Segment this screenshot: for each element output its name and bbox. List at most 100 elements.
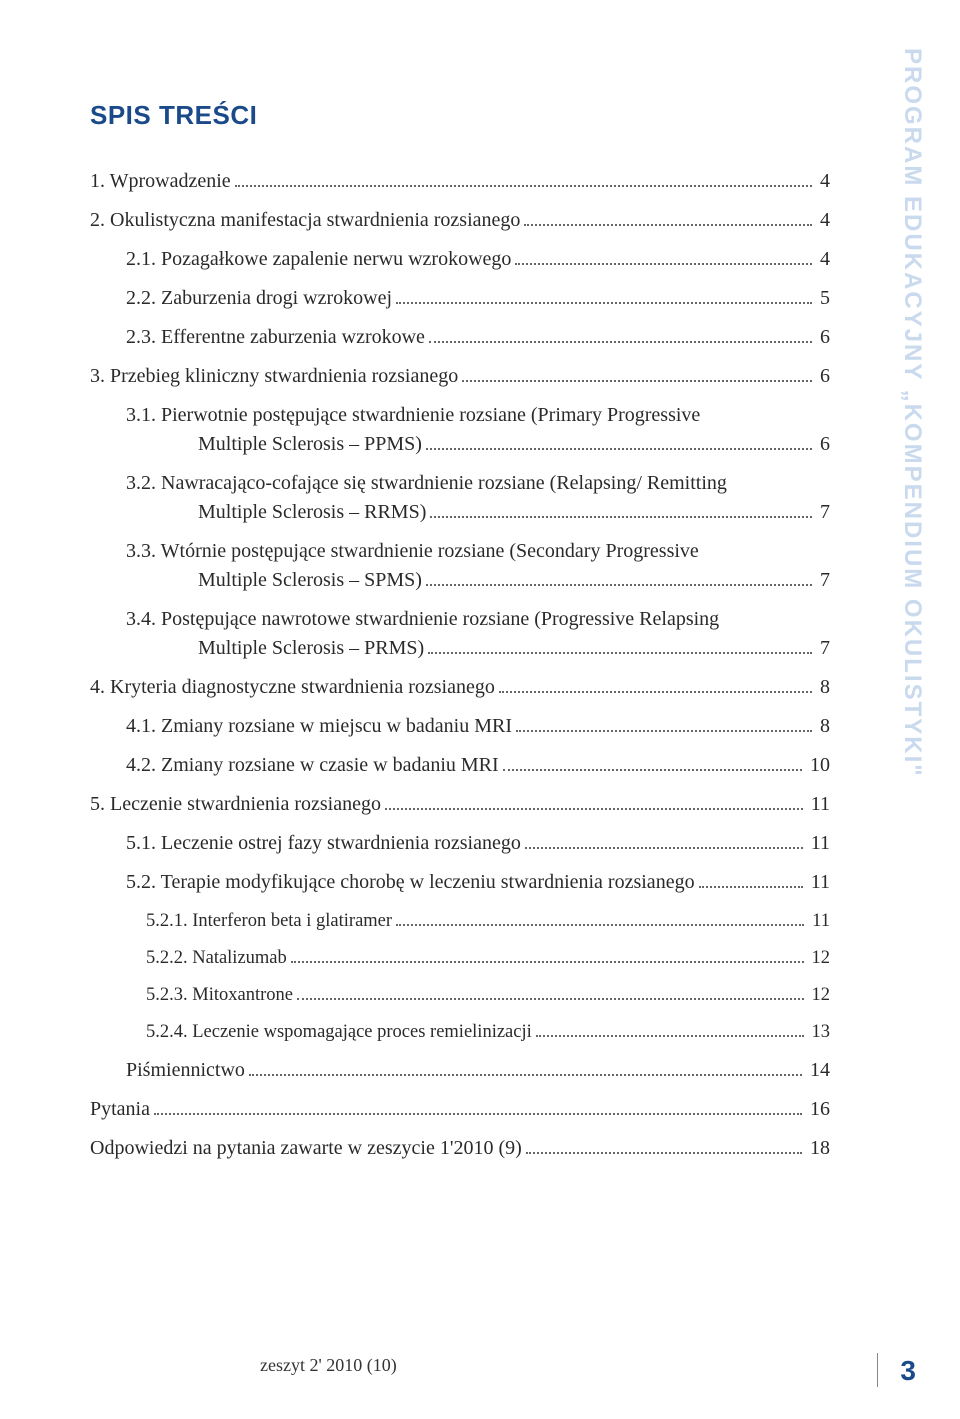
toc-leader	[430, 498, 812, 518]
toc-label: Pytania	[90, 1095, 150, 1124]
toc-entry: 3.3. Wtórnie postępujące stwardnienie ro…	[90, 537, 830, 595]
toc-label: 2.2. Zaburzenia drogi wzrokowej	[126, 284, 392, 313]
toc-entry: 2. Okulistyczna manifestacja stwardnieni…	[90, 206, 830, 235]
toc-page-number: 7	[816, 634, 830, 663]
toc-leader	[396, 284, 812, 304]
toc-entry: 5.2.1. Interferon beta i glatiramer11	[90, 907, 830, 934]
toc-leader	[426, 430, 812, 450]
toc-page-number: 11	[807, 829, 830, 858]
footer-page-number: 3	[900, 1355, 916, 1387]
toc-list: 1. Wprowadzenie42. Okulistyczna manifest…	[90, 167, 830, 1163]
toc-label: 4.1. Zmiany rozsiane w miejscu w badaniu…	[126, 712, 512, 741]
toc-label-line1: 3.1. Pierwotnie postępujące stwardnienie…	[126, 401, 830, 430]
toc-leader	[524, 206, 812, 226]
toc-label: 5.2.2. Natalizumab	[146, 945, 287, 972]
toc-leader	[499, 673, 812, 693]
toc-entry: 4.2. Zmiany rozsiane w czasie w badaniu …	[90, 751, 830, 780]
toc-entry: 4. Kryteria diagnostyczne stwardnienia r…	[90, 673, 830, 702]
toc-label: 4.2. Zmiany rozsiane w czasie w badaniu …	[126, 751, 499, 780]
toc-label: 4. Kryteria diagnostyczne stwardnienia r…	[90, 673, 495, 702]
toc-entry: 3.1. Pierwotnie postępujące stwardnienie…	[90, 401, 830, 459]
toc-leader	[291, 944, 804, 963]
toc-label: 3. Przebieg kliniczny stwardnienia rozsi…	[90, 362, 458, 391]
toc-label-line2: Multiple Sclerosis – PRMS)	[198, 634, 424, 663]
toc-leader	[249, 1056, 802, 1076]
toc-label-line2-row: Multiple Sclerosis – RRMS) 7	[126, 498, 830, 527]
toc-entry: Pytania 16	[90, 1095, 830, 1124]
toc-label: Odpowiedzi na pytania zawarte w zeszycie…	[90, 1134, 522, 1163]
toc-entry: 4.1. Zmiany rozsiane w miejscu w badaniu…	[90, 712, 830, 741]
toc-page-number: 14	[806, 1056, 830, 1085]
toc-leader	[462, 362, 812, 382]
toc-leader	[385, 790, 803, 810]
toc-page-number: 11	[807, 868, 830, 897]
toc-label: 5.2.3. Mitoxantrone	[146, 982, 293, 1009]
toc-label-line2: Multiple Sclerosis – SPMS)	[198, 566, 422, 595]
toc-entry: Piśmiennictwo 14	[90, 1056, 830, 1085]
toc-page-number: 4	[816, 206, 830, 235]
toc-entry: 3.2. Nawracająco-cofające się stwardnien…	[90, 469, 830, 527]
toc-container: SPIS TREŚCI 1. Wprowadzenie42. Okulistyc…	[90, 100, 830, 1163]
toc-page-number: 8	[816, 673, 830, 702]
toc-page-number: 18	[806, 1134, 830, 1163]
toc-label-line2-row: Multiple Sclerosis – PPMS) 6	[126, 430, 830, 459]
toc-label: 5.2.1. Interferon beta i glatiramer	[146, 908, 392, 935]
toc-leader	[526, 1134, 802, 1154]
toc-label-line1: 3.2. Nawracająco-cofające się stwardnien…	[126, 469, 830, 498]
toc-leader	[516, 712, 812, 732]
side-vertical-label: PROGRAM EDUKACYJNY „KOMPENDIUM OKULISTYK…	[898, 48, 926, 778]
toc-leader	[515, 245, 812, 265]
toc-entry: 5.2.2. Natalizumab 12	[90, 944, 830, 971]
toc-label: 5. Leczenie stwardnienia rozsianego	[90, 790, 381, 819]
footer-issue-text: zeszyt 2' 2010 (10)	[260, 1355, 397, 1376]
toc-entry: 2.1. Pozagałkowe zapalenie nerwu wzrokow…	[90, 245, 830, 274]
toc-label-line1: 3.3. Wtórnie postępujące stwardnienie ro…	[126, 537, 830, 566]
toc-entry: 5.1. Leczenie ostrej fazy stwardnienia r…	[90, 829, 830, 858]
toc-entry: 5.2.4. Leczenie wspomagające proces remi…	[90, 1019, 830, 1046]
toc-page-number: 6	[816, 323, 830, 352]
toc-leader	[429, 323, 812, 343]
toc-entry: 3. Przebieg kliniczny stwardnienia rozsi…	[90, 362, 830, 391]
toc-entry: 1. Wprowadzenie4	[90, 167, 830, 196]
toc-page-number: 12	[808, 945, 831, 972]
toc-label: 5.1. Leczenie ostrej fazy stwardnienia r…	[126, 829, 521, 858]
toc-entry: Odpowiedzi na pytania zawarte w zeszycie…	[90, 1134, 830, 1163]
toc-label: 1. Wprowadzenie	[90, 167, 231, 196]
toc-label-line2: Multiple Sclerosis – RRMS)	[198, 498, 426, 527]
toc-label: 5.2.4. Leczenie wspomagające proces remi…	[146, 1019, 532, 1046]
toc-page-number: 16	[806, 1095, 830, 1124]
toc-label-line1: 3.4. Postępujące nawrotowe stwardnienie …	[126, 605, 830, 634]
toc-leader	[426, 566, 812, 586]
toc-label: Piśmiennictwo	[126, 1056, 245, 1085]
toc-page-number: 4	[816, 245, 830, 274]
footer-divider	[877, 1353, 878, 1387]
toc-label-line2-row: Multiple Sclerosis – SPMS) 7	[126, 566, 830, 595]
toc-leader	[297, 982, 804, 1001]
toc-leader	[428, 634, 812, 654]
toc-label-line2-row: Multiple Sclerosis – PRMS) 7	[126, 634, 830, 663]
toc-page-number: 6	[816, 430, 830, 459]
toc-entry: 5.2.3. Mitoxantrone 12	[90, 982, 830, 1009]
toc-leader	[503, 751, 802, 771]
toc-label: 5.2. Terapie modyfikujące chorobę w lecz…	[126, 868, 695, 897]
toc-leader	[154, 1095, 802, 1115]
toc-label: 2.1. Pozagałkowe zapalenie nerwu wzrokow…	[126, 245, 511, 274]
toc-entry: 3.4. Postępujące nawrotowe stwardnienie …	[90, 605, 830, 663]
toc-leader	[396, 907, 804, 926]
toc-entry: 5.2. Terapie modyfikujące chorobę w lecz…	[90, 868, 830, 897]
toc-leader	[699, 868, 803, 888]
toc-page-number: 10	[806, 751, 830, 780]
toc-entry: 2.3. Efferentne zaburzenia wzrokowe 6	[90, 323, 830, 352]
toc-entry: 5. Leczenie stwardnienia rozsianego 11	[90, 790, 830, 819]
toc-page-number: 7	[816, 566, 830, 595]
toc-page-number: 11	[807, 790, 830, 819]
page-footer: zeszyt 2' 2010 (10) 3	[0, 1355, 960, 1385]
toc-page-number: 13	[808, 1019, 831, 1046]
toc-leader	[235, 167, 812, 187]
toc-page-number: 7	[816, 498, 830, 527]
toc-label-line2: Multiple Sclerosis – PPMS)	[198, 430, 422, 459]
toc-page-number: 12	[808, 982, 831, 1009]
toc-page-number: 8	[816, 712, 830, 741]
toc-leader	[536, 1019, 804, 1038]
toc-label: 2.3. Efferentne zaburzenia wzrokowe	[126, 323, 425, 352]
